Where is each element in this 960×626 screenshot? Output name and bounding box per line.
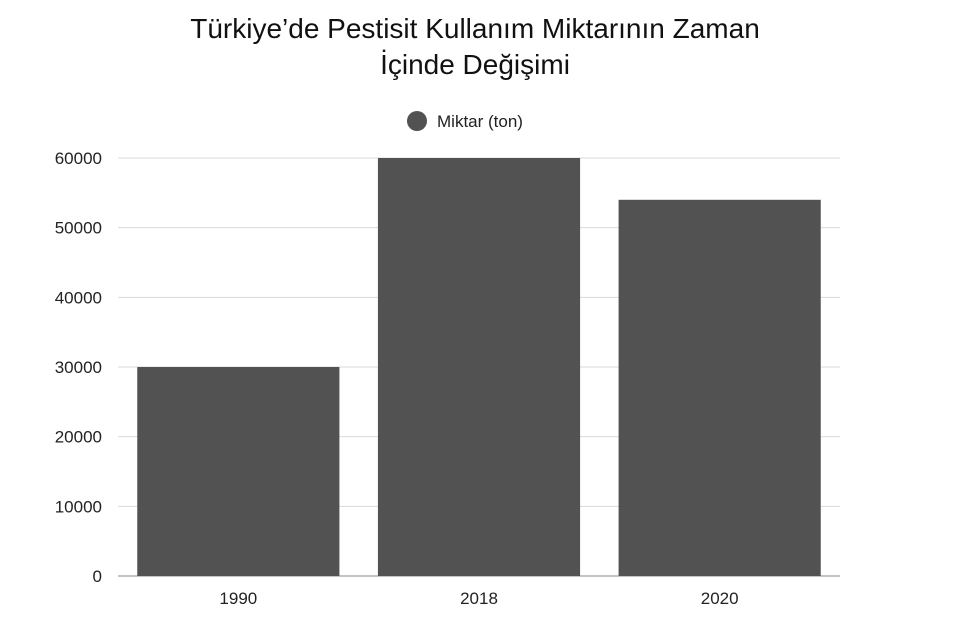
y-tick-label: 20000 (55, 428, 102, 447)
legend-label: Miktar (ton) (437, 112, 523, 131)
x-tick-label: 1990 (219, 589, 257, 608)
bar-2018 (377, 158, 581, 576)
y-axis-ticks: 0 10000 20000 30000 40000 50000 60000 (55, 149, 102, 586)
legend: Miktar (ton) (407, 111, 523, 131)
bars (137, 158, 821, 577)
bar-2020 (618, 199, 821, 577)
y-tick-label: 10000 (55, 497, 102, 516)
x-tick-label: 2020 (701, 589, 739, 608)
chart-title-line-2: İçinde Değişimi (380, 49, 570, 80)
y-tick-label: 50000 (55, 219, 102, 238)
y-tick-label: 0 (93, 567, 102, 586)
x-tick-label: 2018 (460, 589, 498, 608)
legend-marker (407, 111, 427, 131)
x-axis-ticks: 1990 2018 2020 (219, 589, 738, 608)
chart-title-line-1: Türkiye’de Pestisit Kullanım Miktarının … (190, 13, 760, 44)
y-tick-label: 60000 (55, 149, 102, 168)
y-tick-label: 30000 (55, 358, 102, 377)
bar-1990 (137, 367, 340, 576)
y-tick-label: 40000 (55, 288, 102, 307)
